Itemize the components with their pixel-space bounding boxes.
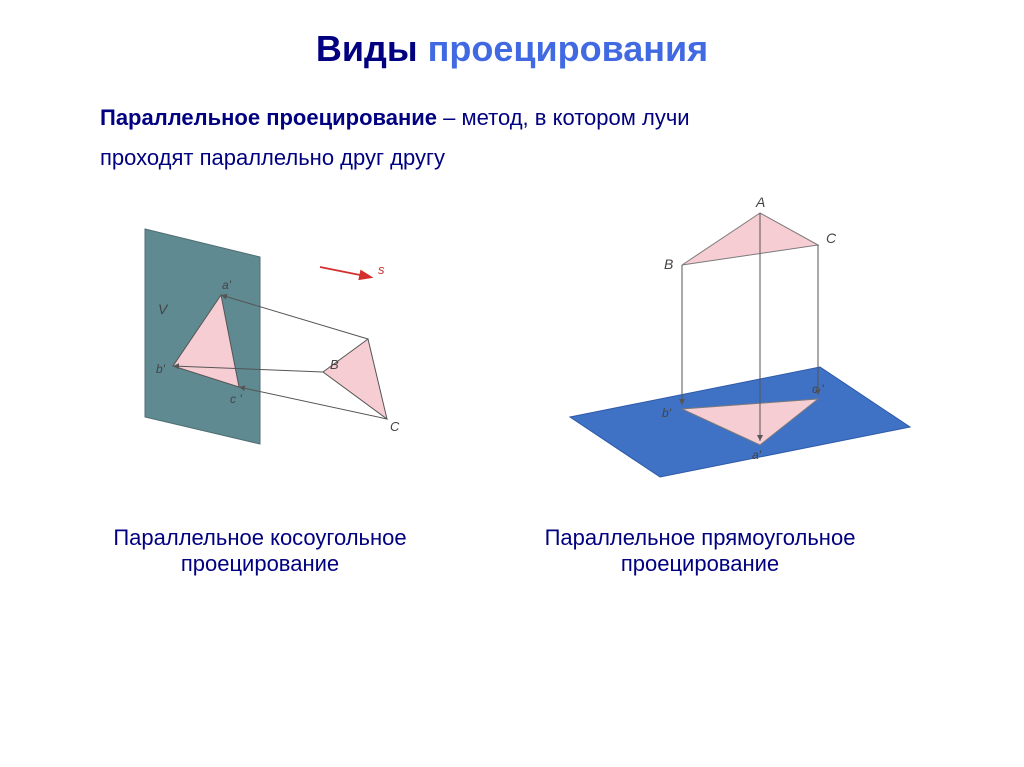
right-label-A: A [755, 194, 765, 210]
right-diagram: A B C a' b' c ' [550, 187, 920, 487]
right-label-b: b' [662, 406, 672, 420]
left-label-s: s [378, 262, 385, 277]
right-label-C: C [826, 230, 837, 246]
left-label-a: a' [222, 278, 232, 292]
title-word-2: проецирования [428, 28, 709, 69]
left-label-C: C [390, 419, 400, 434]
right-label-a: a' [752, 448, 762, 462]
right-label-B: B [664, 256, 673, 272]
right-source-triangle [682, 213, 818, 265]
title-word-1: Виды [316, 28, 418, 69]
right-caption: Параллельное прямоугольное проецирование [510, 525, 890, 577]
description-rest1: – метод, в котором лучи [437, 105, 690, 130]
description-paragraph: Параллельное проецирование – метод, в ко… [100, 98, 964, 177]
left-s-arrow [320, 267, 370, 277]
description-rest2: проходят параллельно друг другу [100, 145, 445, 170]
right-label-c: c ' [812, 382, 824, 396]
description-bold: Параллельное проецирование [100, 105, 437, 130]
left-diagram: V a' b' c ' B C s [110, 209, 440, 469]
left-label-B: B [330, 357, 339, 372]
figure-row: V a' b' c ' B C s A B C a' b' c ' [0, 177, 1024, 517]
left-caption: Параллельное косоугольное проецирование [95, 525, 425, 577]
page-title: Виды проецирования [0, 0, 1024, 70]
left-label-b: b' [156, 362, 166, 376]
left-label-c: c ' [230, 392, 242, 406]
